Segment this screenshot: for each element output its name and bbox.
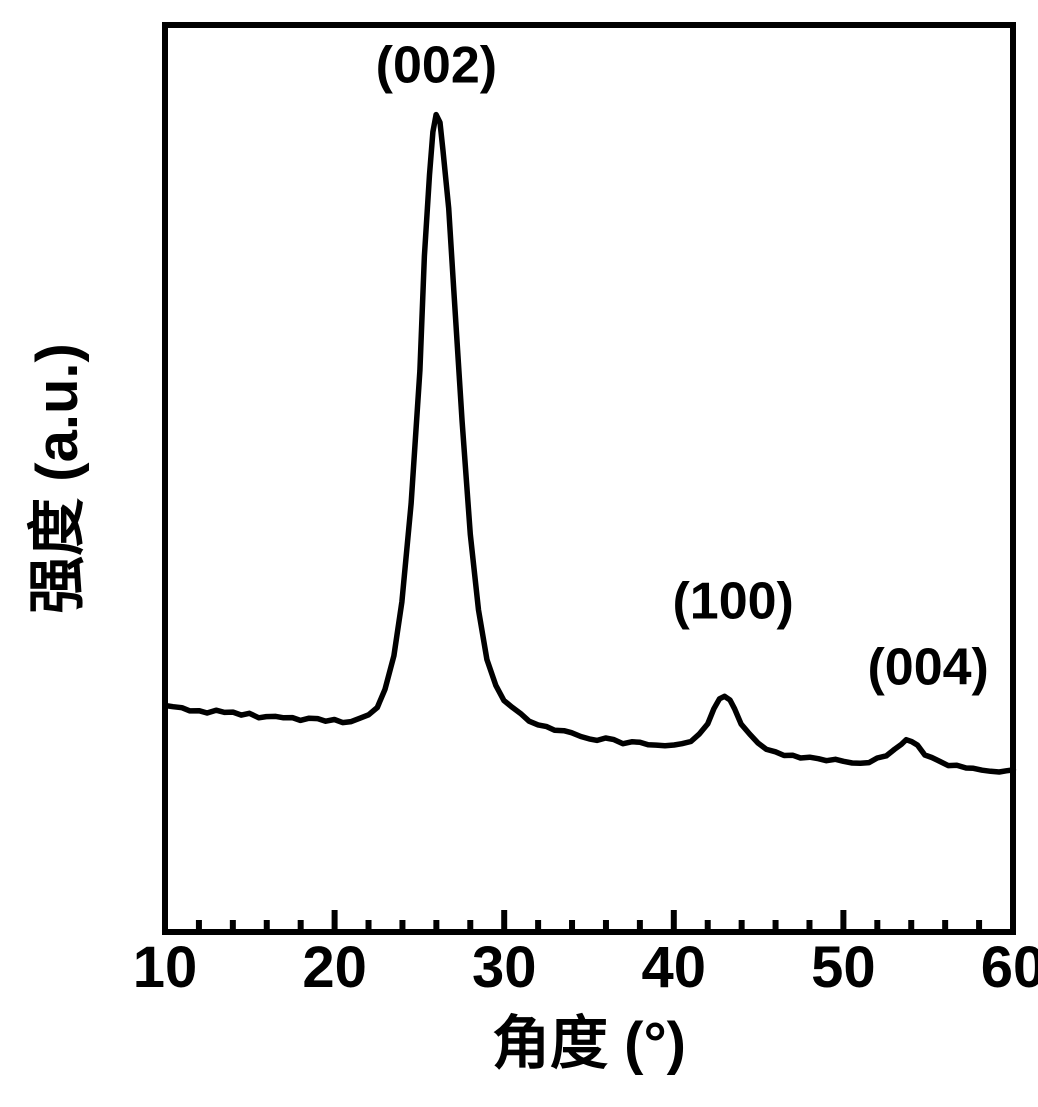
- x-tick-label: 20: [302, 935, 367, 1000]
- y-axis-label: 强度 (a.u.): [25, 343, 90, 614]
- peak-label: (002): [376, 37, 497, 95]
- peak-label: (100): [672, 573, 793, 631]
- x-tick-label: 10: [133, 935, 198, 1000]
- x-tick-label: 40: [642, 935, 707, 1000]
- x-tick-label: 30: [472, 935, 537, 1000]
- peak-label: (004): [867, 639, 988, 697]
- x-tick-label: 50: [811, 935, 876, 1000]
- x-tick-label: 60: [981, 935, 1038, 1000]
- xrd-chart: 10 20 30 40 50 60 (002) (100) (004) 角度 (°) 强度 (…: [0, 0, 1038, 1107]
- x-axis-label: 角度 (°): [492, 1011, 686, 1076]
